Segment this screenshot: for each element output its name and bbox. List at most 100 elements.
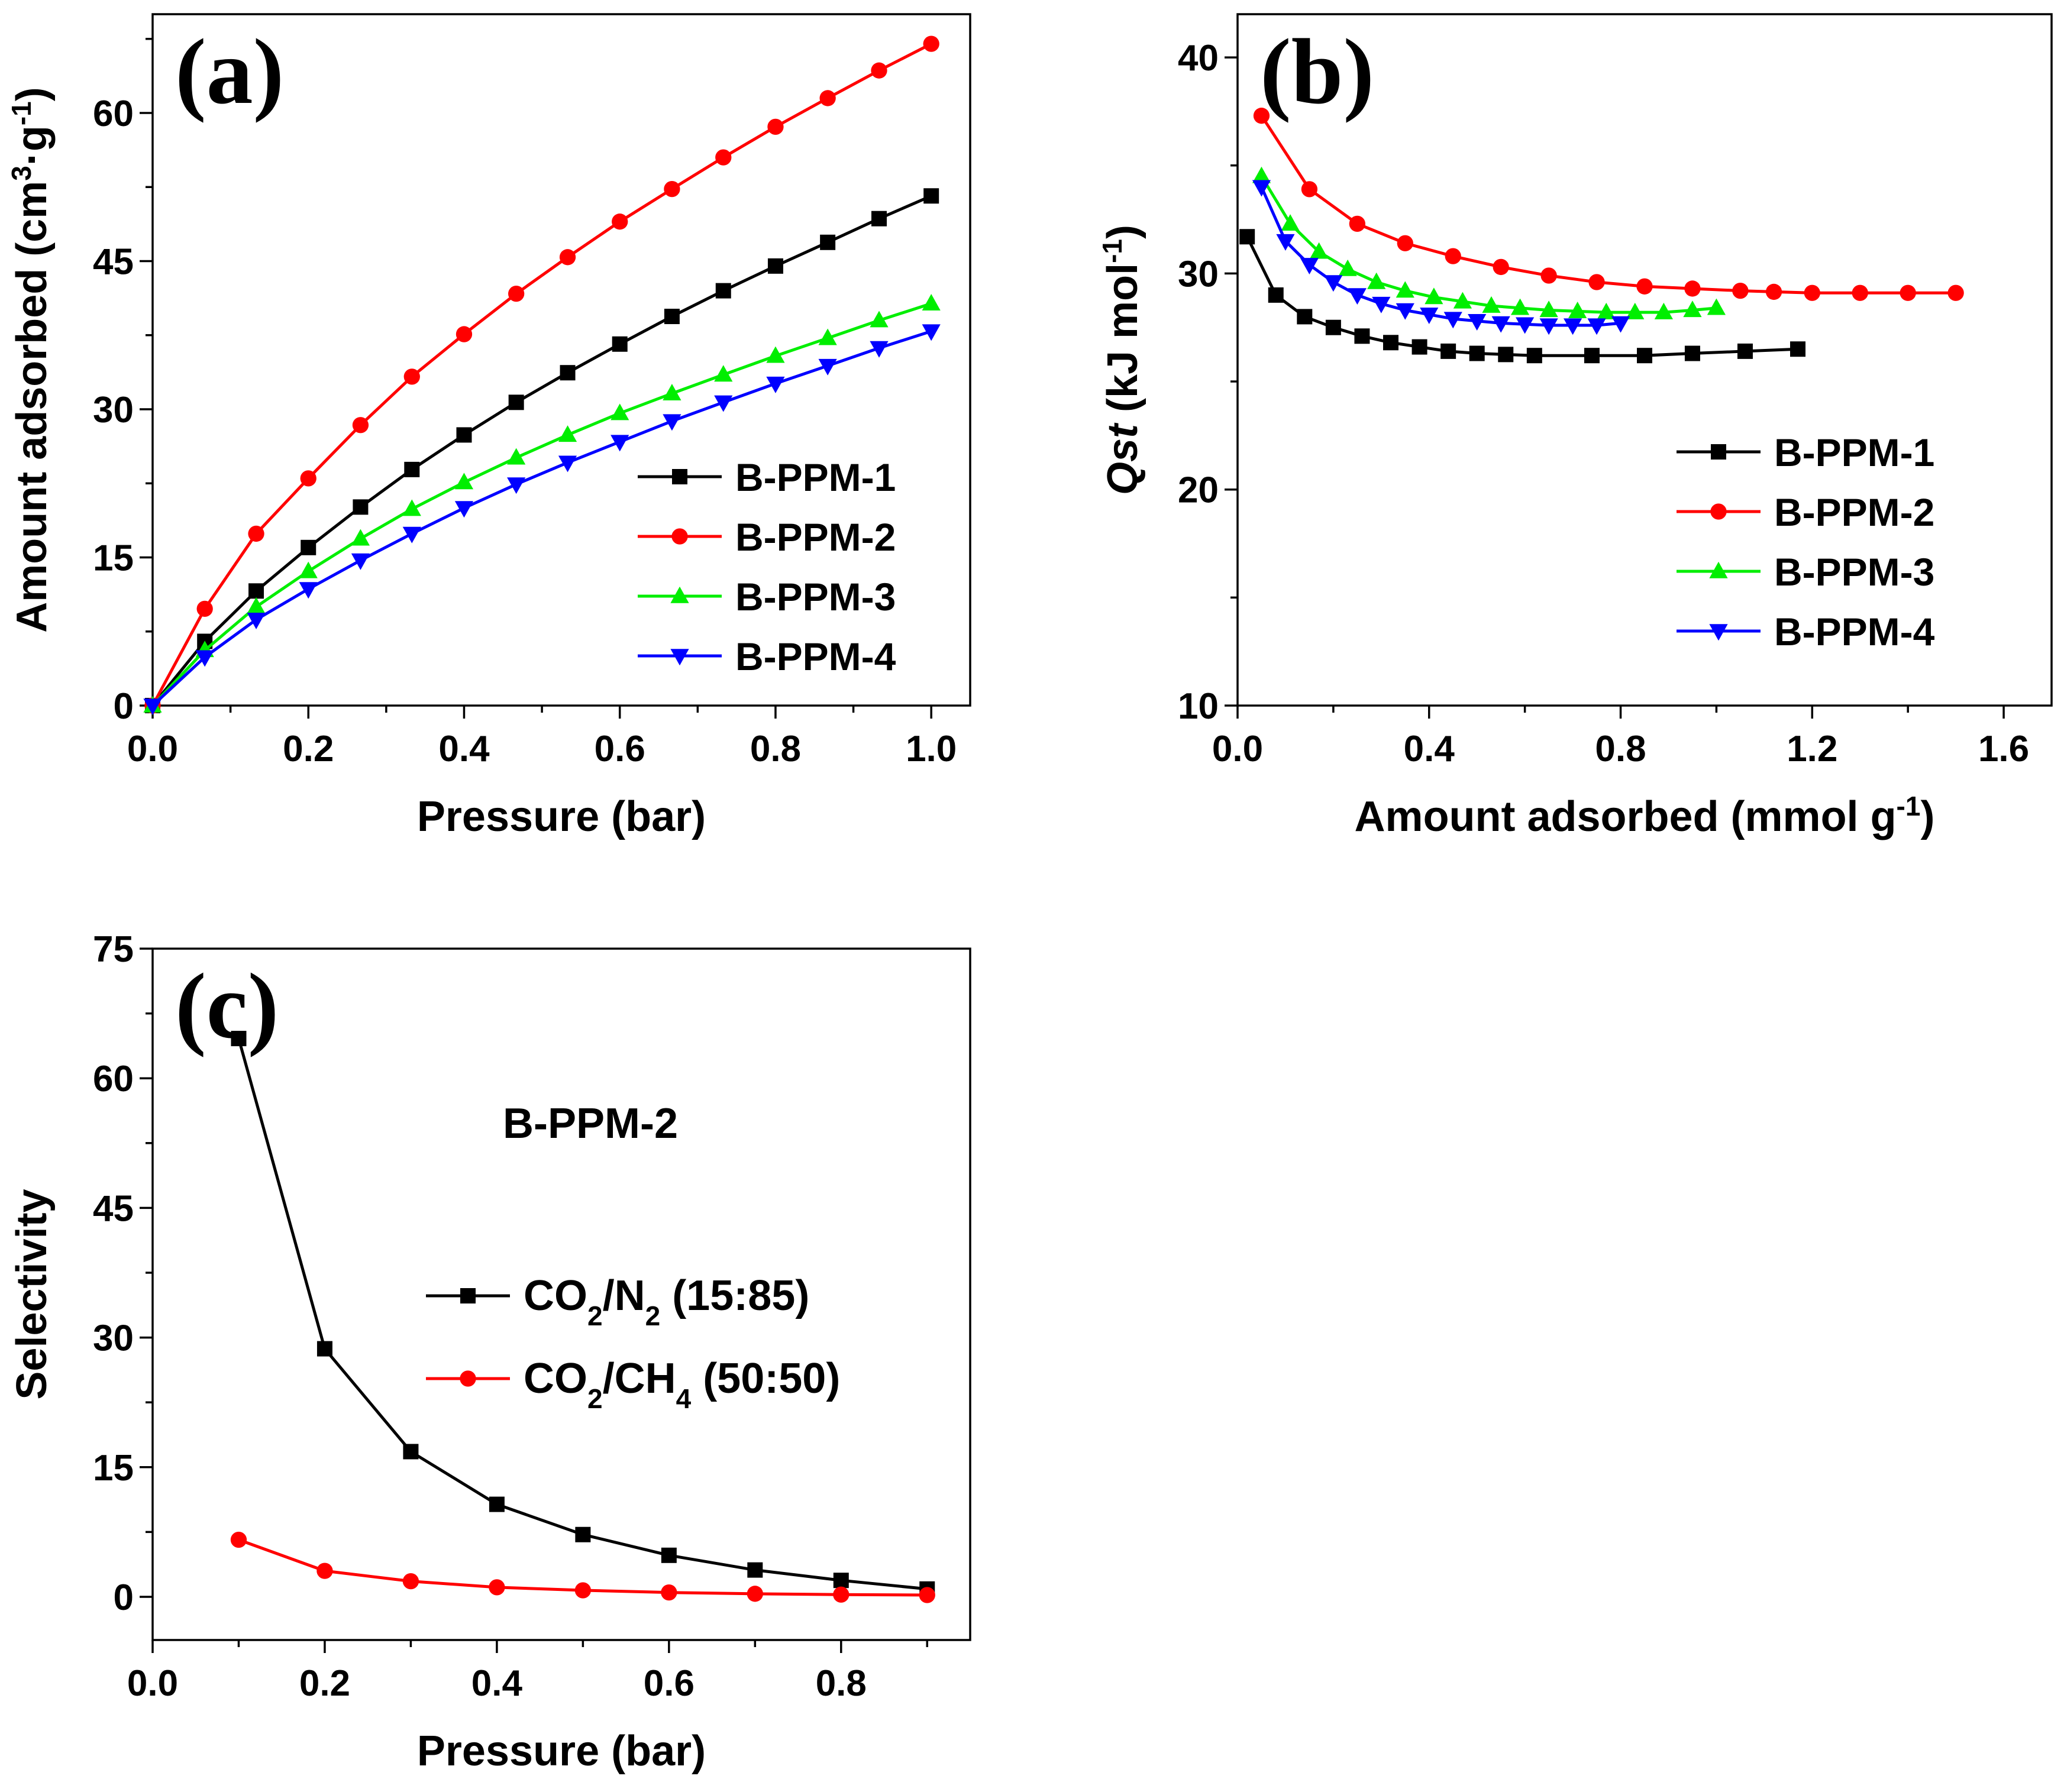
data-point (1300, 258, 1319, 275)
x-tick-label: 0.0 (127, 729, 178, 769)
data-point (1540, 267, 1557, 284)
panel-a-chart: 0.0 0.2 0.4 0.6 0.8 1.0 0 15 30 45 60 (a) Pressure (… (6, 13, 971, 840)
data-point (1584, 348, 1600, 364)
data-point (819, 90, 836, 106)
data-point (612, 336, 628, 352)
data-point (1636, 278, 1653, 295)
data-point (818, 358, 837, 376)
legend-marker (670, 649, 689, 666)
data-point (818, 328, 837, 345)
y-tick-label: 0 (114, 686, 134, 727)
data-point (1587, 318, 1606, 335)
y-axis-title: Qst (kJ mol-1) (1097, 225, 1146, 495)
y-tick-label: 40 (1178, 38, 1219, 79)
data-point (1707, 298, 1726, 315)
data-point (1683, 300, 1702, 318)
data-point (1325, 319, 1341, 335)
x-tick-label: 1.0 (906, 729, 957, 769)
legend: CO2/N2 (15:85) CO2/CH4 (50:50) (426, 1272, 840, 1414)
legend-marker (671, 528, 688, 545)
data-point (1597, 302, 1616, 319)
data-point (922, 324, 941, 341)
x-tick-label: 0.2 (283, 729, 334, 769)
x-tick-label: 0.0 (1212, 729, 1263, 769)
data-point (402, 1573, 419, 1590)
y-tick-label: 0 (114, 1577, 134, 1618)
data-point (1765, 283, 1782, 300)
y-tick-label: 60 (93, 93, 134, 134)
x-tick-label: 0.8 (816, 1663, 867, 1704)
y-tick-label: 20 (1178, 470, 1219, 511)
data-point (1349, 215, 1366, 232)
y-tick-label: 15 (93, 538, 134, 579)
panel-b-chart: 0.0 0.4 0.8 1.2 1.6 10 20 30 40 (b) Amount adsorbe… (1097, 13, 2053, 840)
data-point (1491, 316, 1510, 333)
data-point (1563, 318, 1582, 335)
legend-marker (1711, 444, 1726, 460)
series-b-ppm-4 (143, 324, 941, 716)
series-line (1245, 236, 1798, 357)
data-point (404, 461, 420, 477)
data-point (316, 1341, 332, 1357)
data-point (1354, 328, 1370, 344)
data-point (1443, 312, 1462, 329)
data-point (1526, 348, 1542, 364)
plot-frame (151, 947, 971, 1641)
data-point (1568, 302, 1587, 319)
data-point (1252, 166, 1271, 183)
panel-label: (b) (1260, 20, 1374, 124)
x-axis-title: Amount adsorbed (mmol g-1) (1355, 791, 1935, 840)
legend-item-b-ppm-3: B-PPM-3 (1677, 550, 1934, 594)
data-point (1611, 316, 1630, 333)
series-line (1260, 115, 1956, 295)
data-point (1588, 274, 1605, 290)
data-point (353, 499, 369, 515)
x-tick-label: 0.2 (299, 1663, 350, 1704)
series-co2-ch4-50-50 (230, 1531, 935, 1603)
data-point (1348, 288, 1367, 305)
data-point (195, 650, 214, 667)
data-point (351, 553, 370, 570)
legend-label: B-PPM-2 (1774, 490, 1934, 534)
data-point (1253, 108, 1270, 124)
data-point (1482, 296, 1501, 313)
data-point (1268, 287, 1284, 303)
data-point (248, 583, 264, 599)
data-point (1420, 308, 1439, 325)
legend-marker (672, 469, 687, 484)
series-b-ppm-4 (1252, 180, 1630, 335)
data-point (1626, 302, 1645, 319)
data-point (489, 1579, 505, 1596)
panel-c-chart: 0.0 0.2 0.4 0.6 0.8 0 15 30 45 60 75 (c) Pressure (b… (8, 929, 971, 1775)
data-point (871, 211, 887, 227)
y-tick-label: 30 (93, 1318, 134, 1359)
data-point (1453, 292, 1472, 309)
data-point (231, 1030, 247, 1046)
x-tick-label: 0.6 (644, 1663, 695, 1704)
data-point (611, 403, 629, 420)
data-point (403, 1444, 419, 1460)
data-point (1790, 341, 1806, 357)
data-point (1539, 318, 1558, 335)
legend-label: B-PPM-4 (1774, 610, 1935, 654)
data-point (1852, 284, 1868, 301)
legend-item-b-ppm-1: B-PPM-1 (1677, 431, 1934, 474)
data-point (1324, 275, 1343, 292)
x-tick-label: 1.6 (1978, 729, 2029, 769)
plot-frame (1236, 13, 2053, 707)
data-point (611, 435, 629, 452)
legend-item-b-ppm-1: B-PPM-1 (638, 455, 896, 499)
legend-item-b-ppm-2: B-PPM-2 (638, 515, 896, 559)
x-tick-label: 0.4 (471, 1663, 523, 1704)
data-point (247, 597, 266, 614)
legend-label: CO2/CH4 (50:50) (524, 1355, 840, 1414)
series-line (151, 302, 932, 707)
data-point (664, 180, 680, 198)
data-point (833, 1586, 849, 1603)
data-point (574, 1582, 592, 1599)
data-point (1498, 347, 1514, 363)
legend-item-co2-ch4-50-50: CO2/CH4 (50:50) (426, 1355, 840, 1414)
data-point (747, 1562, 763, 1578)
data-point (1367, 272, 1386, 289)
panel-label: (c) (175, 955, 279, 1058)
